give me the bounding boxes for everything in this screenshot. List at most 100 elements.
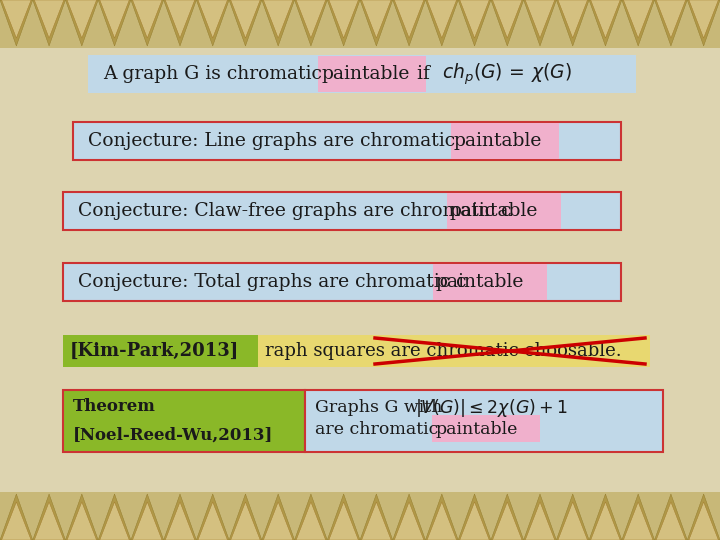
Bar [432, 415, 540, 442]
Text: paintable: paintable [436, 273, 524, 291]
Polygon shape [1, 502, 31, 540]
Bar [63, 192, 621, 230]
Polygon shape [622, 494, 654, 540]
Polygon shape [296, 502, 325, 540]
Polygon shape [166, 0, 194, 38]
Bar [73, 122, 621, 160]
Polygon shape [360, 494, 392, 540]
Text: Conjecture: Line graphs are chromatic: Conjecture: Line graphs are chromatic [88, 132, 455, 150]
Polygon shape [294, 494, 328, 540]
Polygon shape [98, 494, 131, 540]
Text: raph squares are chromatic choosable.: raph squares are chromatic choosable. [265, 342, 621, 360]
Polygon shape [622, 0, 654, 46]
Bar [451, 123, 559, 159]
Polygon shape [624, 502, 653, 540]
Text: $ch_p(G)\,=\,\chi(G)$: $ch_p(G)\,=\,\chi(G)$ [442, 61, 572, 87]
Bar [0, 492, 720, 540]
Polygon shape [558, 0, 588, 38]
Polygon shape [656, 0, 685, 38]
Bar [318, 56, 426, 92]
Polygon shape [427, 0, 456, 38]
Polygon shape [491, 0, 523, 46]
Polygon shape [1, 0, 31, 38]
Polygon shape [67, 502, 96, 540]
Polygon shape [654, 494, 688, 540]
Polygon shape [395, 502, 424, 540]
Polygon shape [132, 0, 162, 38]
Polygon shape [100, 502, 130, 540]
Polygon shape [688, 0, 720, 46]
Bar [63, 263, 621, 301]
Polygon shape [426, 494, 458, 540]
Polygon shape [360, 0, 392, 46]
Text: paintable: paintable [450, 202, 539, 220]
Polygon shape [262, 0, 294, 46]
Polygon shape [262, 494, 294, 540]
Bar [63, 390, 305, 452]
Polygon shape [328, 0, 360, 46]
Polygon shape [32, 0, 66, 46]
Polygon shape [688, 494, 720, 540]
Bar [433, 264, 547, 300]
Text: Conjecture: Total graphs are chromatic c: Conjecture: Total graphs are chromatic c [78, 273, 467, 291]
Polygon shape [328, 494, 360, 540]
Polygon shape [361, 0, 391, 38]
Polygon shape [229, 0, 262, 46]
Polygon shape [589, 494, 622, 540]
Polygon shape [557, 494, 589, 540]
Text: Theorem
[Noel-Reed-Wu,2013]: Theorem [Noel-Reed-Wu,2013] [73, 398, 274, 444]
Polygon shape [329, 502, 359, 540]
Polygon shape [35, 0, 64, 38]
Polygon shape [689, 502, 719, 540]
Text: [Kim-Park,2013]: [Kim-Park,2013] [70, 342, 239, 360]
Polygon shape [67, 0, 96, 38]
Polygon shape [197, 0, 229, 46]
Polygon shape [395, 0, 424, 38]
Polygon shape [264, 0, 293, 38]
Polygon shape [198, 502, 228, 540]
Polygon shape [66, 494, 98, 540]
Bar [0, 0, 720, 48]
Polygon shape [558, 502, 588, 540]
Polygon shape [32, 494, 66, 540]
Polygon shape [427, 502, 456, 540]
Polygon shape [460, 0, 490, 38]
Polygon shape [66, 0, 98, 46]
Polygon shape [526, 502, 554, 540]
Polygon shape [392, 0, 426, 46]
Polygon shape [131, 0, 163, 46]
Bar [305, 390, 663, 452]
Text: if: if [411, 65, 436, 83]
Polygon shape [98, 0, 131, 46]
Bar [258, 335, 650, 367]
Polygon shape [230, 0, 260, 38]
Polygon shape [264, 502, 293, 540]
Polygon shape [132, 502, 162, 540]
Polygon shape [329, 0, 359, 38]
Polygon shape [131, 494, 163, 540]
Polygon shape [197, 494, 229, 540]
Polygon shape [590, 502, 620, 540]
Polygon shape [491, 494, 523, 540]
Polygon shape [523, 494, 557, 540]
Polygon shape [230, 502, 260, 540]
Text: A graph G is chromatic: A graph G is chromatic [103, 65, 322, 83]
Text: paintable: paintable [436, 422, 518, 438]
Polygon shape [492, 0, 522, 38]
Polygon shape [100, 0, 130, 38]
Polygon shape [458, 0, 491, 46]
Polygon shape [163, 0, 197, 46]
Polygon shape [656, 502, 685, 540]
Polygon shape [163, 494, 197, 540]
Polygon shape [198, 0, 228, 38]
Polygon shape [0, 494, 32, 540]
Bar [447, 193, 561, 229]
Polygon shape [296, 0, 325, 38]
Polygon shape [654, 0, 688, 46]
Polygon shape [361, 502, 391, 540]
Polygon shape [460, 502, 490, 540]
Bar [63, 335, 258, 367]
Polygon shape [523, 0, 557, 46]
Text: paintable: paintable [321, 65, 410, 83]
Text: paintable: paintable [454, 132, 542, 150]
